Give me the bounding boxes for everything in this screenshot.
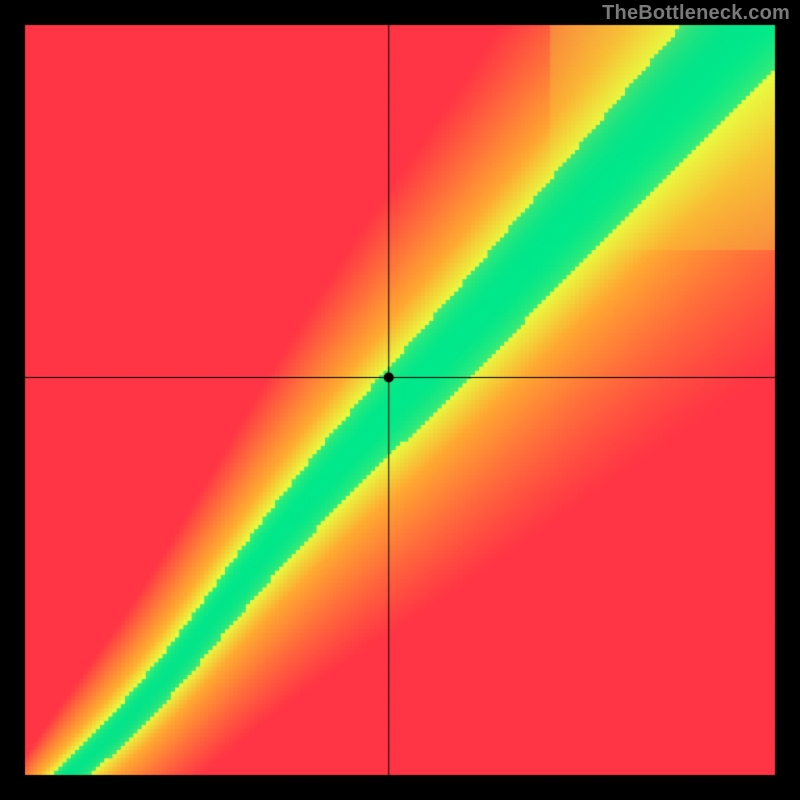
chart-container: TheBottleneck.com — [0, 0, 800, 800]
watermark-text: TheBottleneck.com — [602, 2, 790, 25]
heatmap-canvas — [0, 0, 800, 800]
